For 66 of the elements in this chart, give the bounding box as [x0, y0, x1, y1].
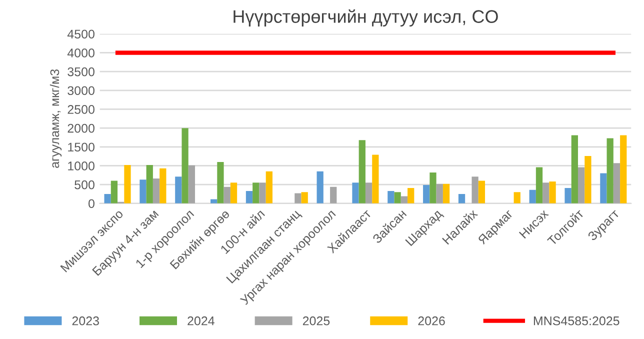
bar: [542, 182, 550, 204]
bar: [224, 186, 230, 204]
bar: [400, 196, 408, 204]
legend-label: MNS4585:2025: [534, 316, 620, 326]
bar: [110, 180, 118, 204]
bar: [301, 192, 308, 204]
bar: [140, 180, 146, 204]
bar: [246, 190, 253, 204]
y-tick-label: 500: [74, 180, 94, 190]
bar: [388, 190, 394, 204]
bar: [266, 171, 272, 204]
bar: [564, 188, 572, 204]
legend-label: 2023: [72, 316, 99, 326]
legend-label: 2026: [418, 316, 445, 326]
bar: [217, 162, 224, 204]
bar: [436, 184, 443, 204]
bar: [472, 176, 478, 204]
bar: [352, 182, 359, 204]
bar: [372, 154, 379, 204]
y-axis-title: агууламж, мкг/м3: [50, 69, 62, 168]
bar: [252, 182, 260, 204]
bar: [175, 176, 182, 204]
bar: [408, 188, 414, 204]
bar: [478, 180, 486, 204]
bar: [330, 186, 337, 204]
bar: [442, 184, 450, 204]
y-tick-label: 0: [88, 199, 94, 208]
bar: [536, 167, 543, 204]
bar: [549, 182, 556, 204]
y-tick-label: 3500: [68, 67, 94, 76]
y-tick-label: 4000: [67, 48, 94, 58]
bar: [104, 194, 111, 204]
bar: [394, 192, 401, 204]
legend-label: 2024: [188, 316, 214, 326]
bar: [606, 138, 614, 204]
bar: [188, 165, 196, 204]
bar: [160, 168, 166, 204]
y-tick-label: 1500: [68, 142, 94, 152]
bar: [529, 190, 536, 204]
y-tick-label: 3000: [68, 86, 94, 96]
bar: [259, 182, 266, 204]
bar: [430, 172, 436, 204]
y-tick-label: 4500: [67, 30, 94, 39]
y-tick-label: 2000: [68, 124, 94, 133]
bar: [620, 135, 627, 204]
y-tick-label: 2500: [68, 105, 94, 114]
bar: [294, 193, 302, 204]
bar: [230, 182, 238, 204]
bar: [578, 167, 585, 204]
legend-label: 2025: [302, 316, 330, 326]
bar: [600, 173, 607, 204]
bar: [458, 194, 466, 204]
bar: [358, 140, 366, 204]
bar: [124, 164, 131, 204]
bar: [613, 163, 620, 204]
bar: [584, 156, 592, 204]
bar: [423, 184, 430, 204]
bar: [182, 128, 188, 204]
bar: [152, 178, 160, 204]
bar: [146, 164, 153, 204]
bar: [571, 135, 578, 204]
chart-title: Нүүрстөрөгчийн дутуу исэл, CO: [234, 9, 498, 27]
bar: [514, 192, 520, 204]
y-tick-label: 1000: [68, 162, 94, 170]
bar: [365, 182, 372, 204]
bar: [316, 171, 324, 204]
